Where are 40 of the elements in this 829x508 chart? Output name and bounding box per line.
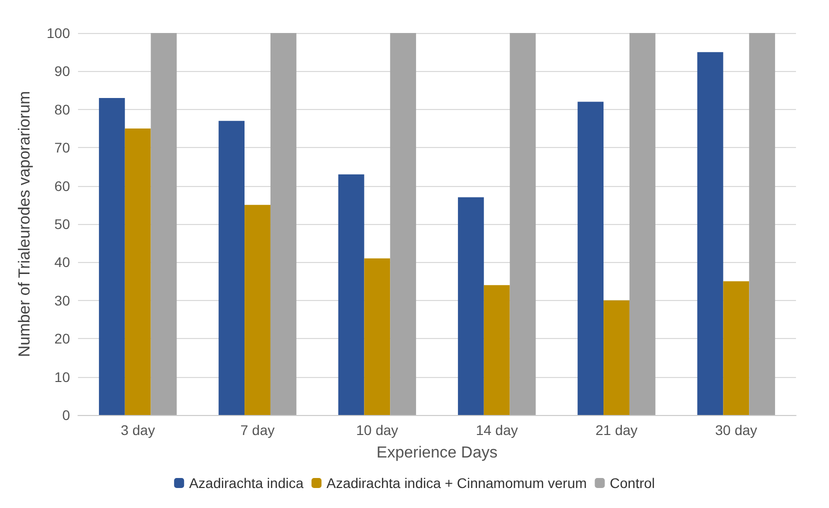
y-tick-label: 30 <box>54 292 70 308</box>
bar <box>338 174 364 415</box>
y-tick-label: 40 <box>54 254 70 270</box>
y-tick-label: 80 <box>54 101 70 118</box>
bar <box>510 33 536 415</box>
bar <box>270 33 296 415</box>
x-tick-label: 10 day <box>356 422 398 438</box>
legend-label: Control <box>610 475 655 491</box>
bar <box>697 52 724 415</box>
bar <box>604 300 630 415</box>
x-tick-label: 21 day <box>595 422 638 438</box>
y-tick-label: 50 <box>54 216 70 232</box>
bar <box>244 204 270 415</box>
y-tick-label: 70 <box>54 140 70 156</box>
legend-label: Azadirachta indica <box>189 475 304 491</box>
bar <box>484 285 510 415</box>
y-tick-label: 90 <box>54 63 70 80</box>
bar <box>124 128 151 415</box>
x-tick-label: 3 day <box>120 422 155 438</box>
y-tick-label: 10 <box>54 368 70 385</box>
bar <box>723 281 750 415</box>
bar <box>390 33 416 415</box>
x-tick-label: 30 day <box>715 422 758 438</box>
bar <box>629 33 656 415</box>
legend-label: Azadirachta indica + Cinnamomum verum <box>326 475 587 491</box>
y-tick-label: 0 <box>62 407 70 423</box>
y-tick-label: 100 <box>46 25 70 41</box>
y-axis-title: Number of Trialeurodes vaporariorum <box>16 91 34 357</box>
x-axis-title: Experience Days <box>376 444 498 462</box>
y-tick-label: 60 <box>54 178 70 194</box>
bar <box>150 33 177 415</box>
x-tick-label: 14 day <box>476 422 518 438</box>
bar <box>749 33 776 415</box>
x-tick-label: 7 day <box>240 422 275 438</box>
bar <box>364 258 390 415</box>
bar <box>458 197 484 415</box>
bar <box>98 98 125 415</box>
bar <box>578 102 604 415</box>
bar <box>218 120 245 415</box>
y-tick-label: 20 <box>54 330 70 347</box>
